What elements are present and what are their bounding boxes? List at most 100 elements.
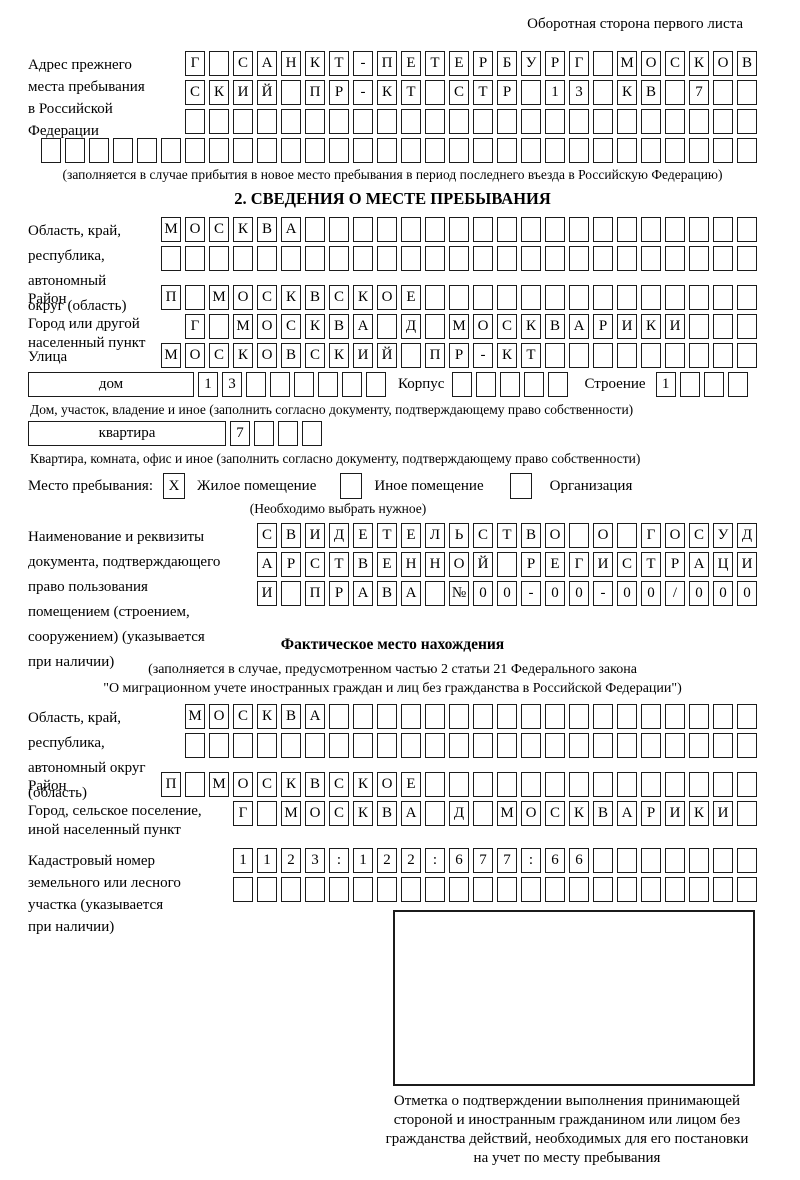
char-box[interactable]: П — [425, 343, 445, 368]
char-box[interactable] — [545, 733, 565, 758]
char-box[interactable] — [425, 877, 445, 902]
char-box[interactable]: П — [161, 772, 181, 797]
char-box[interactable]: О — [665, 523, 685, 548]
char-box[interactable] — [209, 51, 229, 76]
char-box[interactable]: К — [233, 217, 253, 242]
char-box[interactable] — [449, 772, 469, 797]
char-box[interactable] — [713, 877, 733, 902]
char-box[interactable] — [233, 733, 253, 758]
stay-type-checkbox-organization[interactable] — [509, 473, 532, 499]
char-box[interactable]: О — [233, 285, 253, 310]
char-box[interactable] — [617, 704, 637, 729]
char-box[interactable]: И — [737, 552, 757, 577]
char-box[interactable]: И — [353, 343, 373, 368]
char-box[interactable] — [401, 138, 421, 163]
char-box[interactable] — [689, 848, 709, 873]
char-box[interactable] — [593, 343, 613, 368]
char-box[interactable]: М — [161, 217, 181, 242]
char-box[interactable] — [641, 217, 661, 242]
char-box[interactable]: О — [377, 285, 397, 310]
char-box[interactable] — [329, 704, 349, 729]
char-box[interactable] — [401, 246, 421, 271]
char-box[interactable]: Т — [377, 523, 397, 548]
char-box[interactable] — [425, 246, 445, 271]
char-box[interactable]: Т — [473, 80, 493, 105]
char-box[interactable] — [476, 372, 497, 397]
char-box[interactable] — [689, 314, 709, 339]
char-box[interactable]: М — [497, 801, 517, 826]
char-box[interactable]: О — [257, 343, 277, 368]
char-box[interactable] — [713, 80, 733, 105]
char-box[interactable] — [545, 772, 565, 797]
char-box[interactable] — [281, 246, 301, 271]
char-box[interactable]: - — [473, 343, 493, 368]
char-box[interactable]: Н — [401, 552, 421, 577]
char-box[interactable]: И — [665, 801, 685, 826]
char-box[interactable]: О — [185, 343, 205, 368]
char-box[interactable] — [270, 372, 290, 397]
char-box[interactable]: М — [185, 704, 205, 729]
char-box[interactable] — [713, 246, 733, 271]
char-box[interactable]: И — [713, 801, 733, 826]
char-box[interactable]: А — [281, 217, 301, 242]
char-box[interactable]: С — [497, 314, 517, 339]
char-box[interactable]: Г — [569, 552, 589, 577]
char-box[interactable]: 0 — [497, 581, 517, 606]
char-box[interactable] — [452, 372, 473, 397]
char-box[interactable]: Г — [185, 314, 205, 339]
char-box[interactable] — [473, 138, 493, 163]
char-box[interactable]: С — [257, 772, 277, 797]
char-box[interactable]: Р — [545, 51, 565, 76]
char-box[interactable] — [425, 704, 445, 729]
char-box[interactable]: О — [209, 704, 229, 729]
char-box[interactable] — [257, 801, 277, 826]
char-box[interactable] — [593, 217, 613, 242]
char-box[interactable]: М — [449, 314, 469, 339]
char-box[interactable]: К — [569, 801, 589, 826]
char-box[interactable] — [665, 848, 685, 873]
char-box[interactable]: В — [593, 801, 613, 826]
char-box[interactable]: В — [353, 552, 373, 577]
char-box[interactable] — [281, 109, 301, 134]
char-box[interactable] — [665, 733, 685, 758]
char-box[interactable] — [545, 343, 565, 368]
char-box[interactable]: 1 — [545, 80, 565, 105]
char-box[interactable] — [209, 138, 229, 163]
char-box[interactable] — [569, 217, 589, 242]
char-box[interactable]: М — [233, 314, 253, 339]
char-box[interactable]: : — [521, 848, 541, 873]
char-box[interactable]: - — [593, 581, 613, 606]
char-box[interactable]: Б — [497, 51, 517, 76]
char-box[interactable] — [209, 733, 229, 758]
char-box[interactable] — [521, 704, 541, 729]
house-field-box[interactable]: дом — [28, 372, 194, 397]
char-box[interactable] — [737, 138, 757, 163]
char-box[interactable]: 7 — [230, 421, 250, 446]
char-box[interactable]: А — [257, 51, 277, 76]
char-box[interactable] — [617, 343, 637, 368]
char-box[interactable] — [737, 246, 757, 271]
char-box[interactable] — [185, 772, 205, 797]
char-box[interactable] — [497, 733, 517, 758]
char-box[interactable] — [449, 733, 469, 758]
char-box[interactable]: В — [329, 314, 349, 339]
char-box[interactable]: Г — [185, 51, 205, 76]
char-box[interactable] — [377, 314, 397, 339]
char-box[interactable] — [593, 138, 613, 163]
char-box[interactable] — [665, 285, 685, 310]
char-box[interactable]: Е — [401, 51, 421, 76]
char-box[interactable] — [233, 877, 253, 902]
char-box[interactable]: С — [305, 552, 325, 577]
char-box[interactable] — [521, 877, 541, 902]
char-box[interactable]: 1 — [655, 372, 676, 397]
char-box[interactable]: К — [209, 80, 229, 105]
char-box[interactable] — [281, 877, 301, 902]
char-box[interactable] — [737, 848, 757, 873]
char-box[interactable]: К — [689, 51, 709, 76]
char-box[interactable] — [473, 704, 493, 729]
char-box[interactable] — [665, 343, 685, 368]
char-box[interactable] — [641, 704, 661, 729]
char-box[interactable] — [569, 285, 589, 310]
char-box[interactable] — [329, 733, 349, 758]
char-box[interactable] — [425, 772, 445, 797]
